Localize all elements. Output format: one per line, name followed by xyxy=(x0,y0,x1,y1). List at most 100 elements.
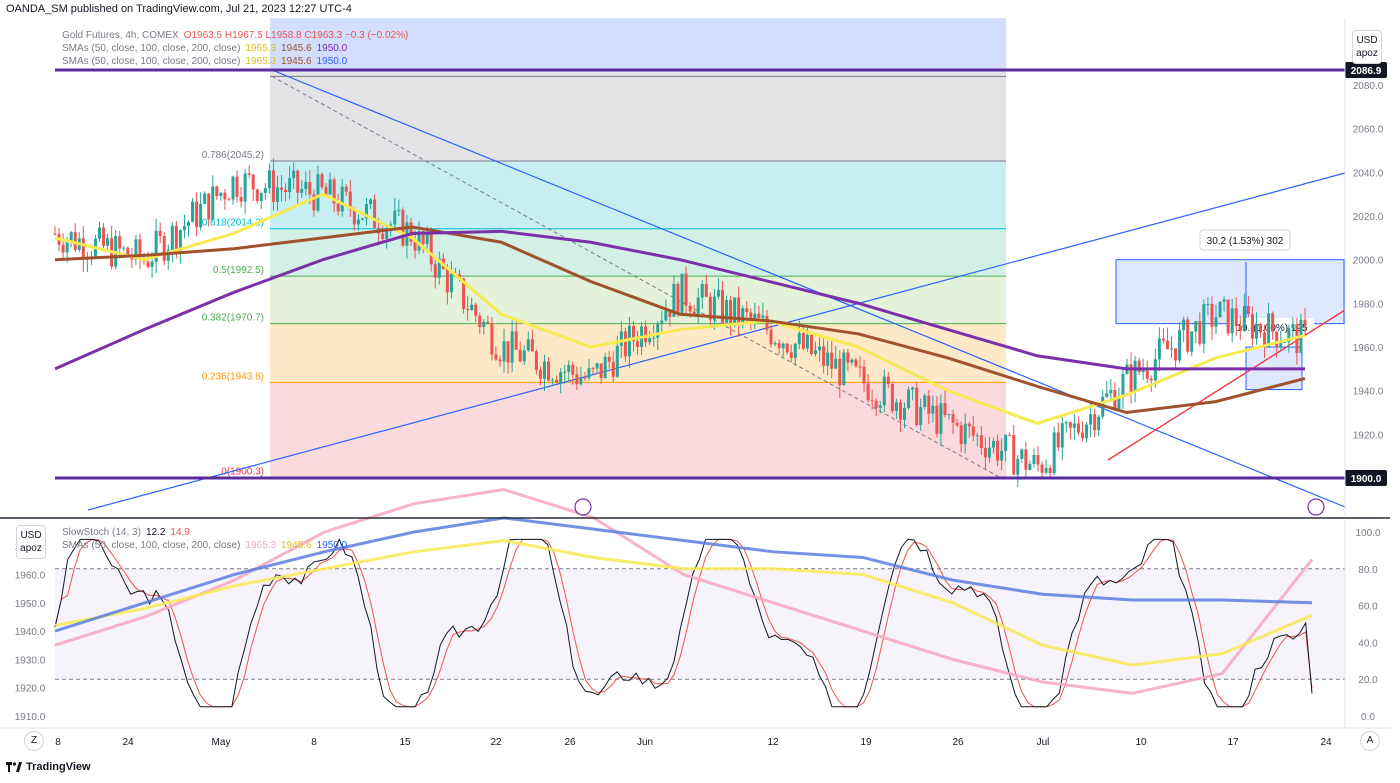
candle-body xyxy=(882,376,886,406)
candle-body xyxy=(935,405,939,434)
stoch-d-line xyxy=(54,538,1313,708)
candle-body xyxy=(850,359,854,363)
candle-body xyxy=(898,402,902,420)
candle-body xyxy=(490,323,494,355)
candle-body xyxy=(1178,330,1182,361)
stoch-sma-label[interactable]: SMAs (50, close, 100, close, 200, close) xyxy=(62,540,241,551)
fib-label-0.5: 0.5(1992.5) xyxy=(213,265,264,276)
candle-body xyxy=(753,313,757,320)
stoch-sma-1 xyxy=(54,538,1313,667)
candle-body xyxy=(971,426,975,436)
candle-body xyxy=(818,346,822,351)
candle-body xyxy=(433,264,437,278)
time-tick-11: Jul xyxy=(1037,737,1050,748)
stoch-title[interactable]: SlowStoch (14, 3) xyxy=(62,527,141,538)
candle-body xyxy=(676,283,680,314)
candle-body xyxy=(866,383,870,401)
fibonacci-retracement[interactable]: 0.786(2045.2) 0.618(2014.2) 0.5(1992.5) 0.3… xyxy=(202,18,1006,478)
footer-brand: TradingView xyxy=(6,761,91,773)
candle-body xyxy=(518,349,522,362)
candle-body xyxy=(1170,348,1174,350)
candle-body xyxy=(1275,331,1279,348)
candle-body xyxy=(591,368,595,370)
price-range-measure[interactable]: 30.2 (1.53%) 30219. (1.00%) 195 xyxy=(1115,229,1345,391)
candle-body xyxy=(672,283,676,317)
timezone-toggle[interactable]: Z xyxy=(24,731,44,751)
candle-body xyxy=(1287,328,1291,343)
candle-body xyxy=(304,181,308,189)
stoch-unit-badge[interactable]: USD apoz xyxy=(16,525,46,559)
fib-label-0.382: 0.382(1970.7) xyxy=(202,313,264,324)
fib-zone-top xyxy=(270,18,1006,70)
candle-body xyxy=(983,447,987,458)
candle-body xyxy=(1267,313,1271,348)
candle-body xyxy=(870,400,874,402)
candle-body xyxy=(243,173,247,202)
sma-legend-label[interactable]: SMAs (50, close, 100, close, 200, close) xyxy=(62,43,241,54)
candle-body xyxy=(1182,319,1186,331)
tradingview-logo-icon xyxy=(6,762,22,772)
candle-body xyxy=(1056,432,1060,448)
candle-body xyxy=(1016,458,1020,475)
sma-line-2 xyxy=(54,229,1305,371)
candle-body xyxy=(1028,464,1032,470)
candle-body xyxy=(826,352,830,366)
sma-legend-label-2[interactable]: SMAs (50, close, 100, close, 200, close) xyxy=(62,56,241,67)
candle-body xyxy=(939,403,943,434)
candle-body xyxy=(134,239,138,260)
candle-body xyxy=(688,305,692,312)
candle-body xyxy=(1218,301,1222,318)
candle-body xyxy=(482,321,486,327)
candle-body xyxy=(1242,305,1246,331)
candle-body xyxy=(793,343,797,358)
price-unit-currency: USD xyxy=(1356,35,1378,46)
candle-body xyxy=(668,310,672,317)
candle-body xyxy=(344,186,348,192)
price-unit-badge[interactable]: USD apoz xyxy=(1352,30,1382,64)
candle-body xyxy=(470,304,474,311)
candle-body xyxy=(522,350,526,362)
candle-body xyxy=(207,193,211,220)
stoch-left-tick-6: 1910.0 xyxy=(15,712,46,723)
sma-line-1 xyxy=(54,225,1306,415)
candle-body xyxy=(809,334,813,354)
candle-body xyxy=(704,284,708,297)
stoch-left-tick-4: 1930.0 xyxy=(15,655,46,666)
price-badge-0: 2086.9 xyxy=(1351,66,1382,77)
price-axis[interactable]: 2080.0 2060.0 2040.0 2020.0 2000.0 1980.0 1960… xyxy=(1344,18,1384,516)
candle-body xyxy=(118,236,122,249)
candle-body xyxy=(284,189,288,193)
candle-body xyxy=(231,176,235,200)
candle-body xyxy=(890,383,894,412)
stoch-d-value: 14.9 xyxy=(170,527,190,538)
pane-separator[interactable] xyxy=(0,498,1390,519)
candle-body xyxy=(397,210,401,212)
candle-body xyxy=(486,321,490,324)
time-tick-8: 12 xyxy=(767,737,779,748)
candle-body xyxy=(862,366,866,384)
fib-label-0.786: 0.786(2045.2) xyxy=(202,150,264,161)
candle-body xyxy=(61,244,65,253)
stoch-left-tick-1: 1960.0 xyxy=(15,570,46,581)
candle-body xyxy=(530,339,534,352)
candle-body xyxy=(1202,304,1206,344)
candle-body xyxy=(288,178,292,193)
candle-body xyxy=(445,268,449,293)
candle-body xyxy=(1291,324,1295,329)
candle-body xyxy=(316,174,320,211)
time-axis[interactable]: 8 24 May 8 15 22 26 Jun 12 19 26 Jul 10 17 24 xyxy=(0,727,1390,748)
sma-lines xyxy=(54,192,1306,426)
price-tick-7: 1940.0 xyxy=(1353,387,1384,398)
candle-body xyxy=(1230,308,1234,334)
stoch-right-tick-2: 60.0 xyxy=(1358,602,1378,613)
horizontal-levels[interactable]: 2086.9 1900.0 xyxy=(55,62,1387,486)
auto-scale-toggle[interactable]: A xyxy=(1360,731,1380,751)
price-unit-measure: apoz xyxy=(1356,48,1378,59)
sma50-value: 1965.3 xyxy=(245,43,277,54)
candle-body xyxy=(385,228,389,240)
candle-body xyxy=(1254,324,1258,339)
price-tick-1: 2060.0 xyxy=(1353,125,1384,136)
symbol-title[interactable]: Gold Futures, 4h, COMEX xyxy=(62,30,179,41)
candle-body xyxy=(340,186,344,212)
